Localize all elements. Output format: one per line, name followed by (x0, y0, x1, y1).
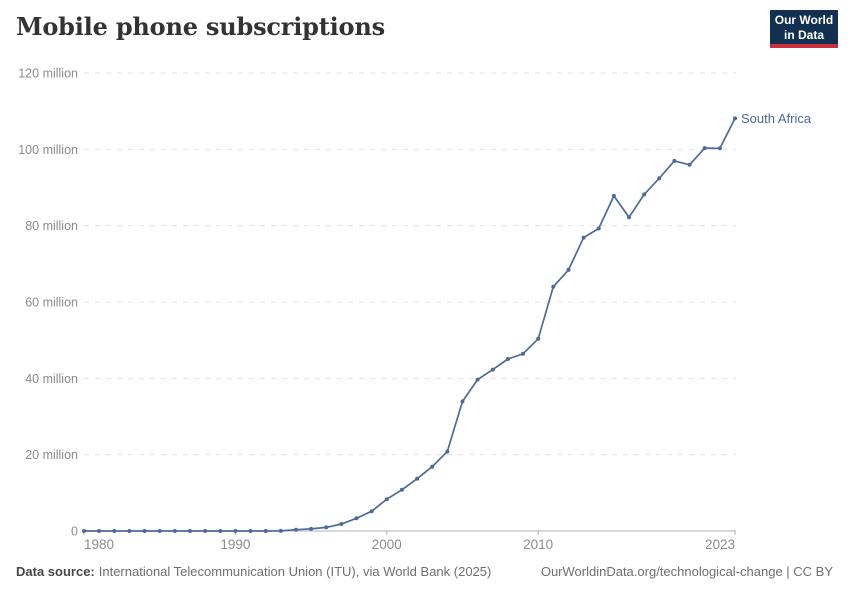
series-line[interactable] (83, 117, 736, 532)
owid-logo-line1: Our World (774, 13, 834, 27)
data-point[interactable] (521, 351, 525, 356)
data-point[interactable] (233, 529, 238, 533)
data-source-label: Data source: (16, 564, 95, 579)
x-axis-tick-label: 1990 (220, 537, 250, 552)
data-point[interactable] (112, 529, 117, 533)
data-point[interactable] (490, 367, 495, 372)
license-link[interactable]: OurWorldinData.org/technological-change … (540, 564, 833, 579)
data-point[interactable] (309, 526, 314, 531)
y-axis-tick-label: 40 million (25, 372, 78, 386)
data-point[interactable] (339, 522, 344, 526)
data-point[interactable] (188, 529, 192, 533)
data-point[interactable] (384, 497, 389, 502)
y-axis-tick-label: 20 million (25, 448, 78, 462)
data-point[interactable] (172, 529, 177, 533)
data-point[interactable] (505, 357, 510, 361)
data-point[interactable] (415, 476, 420, 481)
data-point[interactable] (97, 529, 102, 533)
data-point[interactable] (657, 176, 662, 181)
data-point[interactable] (157, 529, 162, 533)
data-point[interactable] (430, 464, 435, 469)
data-source-text: International Telecommunication Union (I… (98, 564, 492, 579)
data-point[interactable] (369, 509, 374, 514)
y-axis-tick-label: 100 million (18, 143, 78, 157)
data-point[interactable] (218, 529, 223, 533)
y-axis-tick-label: 120 million (18, 67, 78, 81)
x-axis-tick-label: 2010 (523, 537, 553, 552)
data-point[interactable] (475, 377, 480, 382)
x-axis-tick-label: 1980 (84, 537, 114, 552)
x-axis-tick-label: 2023 (705, 537, 735, 552)
data-point[interactable] (399, 487, 404, 492)
chart-title: Mobile phone subscriptions (16, 12, 385, 41)
chart-footer: Data source: International Telecommunicat… (16, 564, 833, 579)
data-point[interactable] (611, 193, 616, 198)
data-point[interactable] (536, 336, 541, 341)
line-chart[interactable]: 0 20 million 40 million 60 million 80 millio… (0, 0, 850, 560)
data-point[interactable] (702, 146, 707, 151)
owid-logo-line2: in Data (783, 27, 824, 42)
data-point[interactable] (672, 158, 677, 163)
y-axis-tick-label: 80 million (25, 219, 78, 233)
data-point[interactable] (82, 529, 86, 533)
data-point[interactable] (566, 267, 571, 272)
owid-logo[interactable]: Our World in Data (770, 10, 838, 48)
x-axis-tick-label: 2000 (372, 537, 402, 552)
data-point[interactable] (263, 529, 268, 533)
data-point[interactable] (460, 399, 465, 404)
data-point[interactable] (687, 162, 692, 167)
data-point[interactable] (642, 192, 647, 197)
data-point[interactable] (324, 525, 329, 530)
entity-label[interactable]: South Africa (741, 111, 812, 126)
data-point[interactable] (733, 116, 737, 121)
data-point[interactable] (127, 529, 132, 533)
data-point[interactable] (627, 215, 631, 220)
data-point[interactable] (203, 529, 208, 533)
data-point[interactable] (581, 235, 586, 240)
data-point[interactable] (248, 529, 253, 533)
data-point[interactable] (278, 528, 283, 533)
data-source: Data source: International Telecommunicat… (16, 564, 491, 579)
data-point[interactable] (445, 449, 450, 454)
data-point[interactable] (294, 527, 298, 532)
y-axis-tick-label: 0 (71, 525, 78, 539)
data-point[interactable] (354, 516, 359, 521)
data-point[interactable] (142, 529, 147, 533)
y-axis-tick-label: 60 million (25, 296, 78, 310)
data-point[interactable] (551, 284, 556, 289)
data-point[interactable] (596, 226, 601, 231)
data-point[interactable] (717, 146, 722, 151)
